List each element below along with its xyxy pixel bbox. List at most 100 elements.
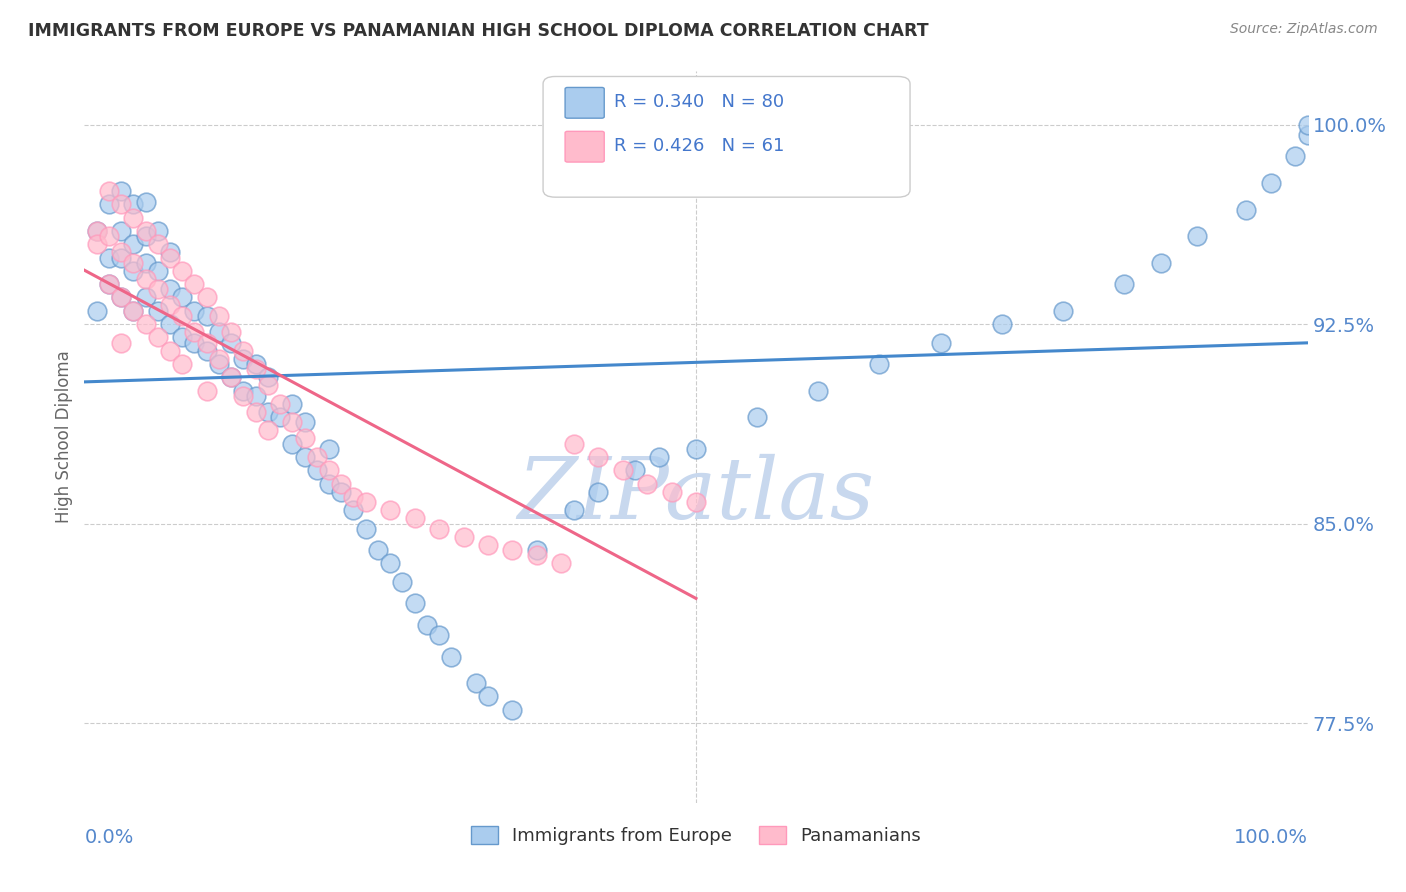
Point xyxy=(427,522,450,536)
Point xyxy=(232,343,254,358)
Point xyxy=(110,290,132,304)
Point xyxy=(281,436,304,450)
Text: 0.0%: 0.0% xyxy=(84,828,134,847)
Point xyxy=(1260,176,1282,190)
Point xyxy=(110,290,132,304)
Point xyxy=(305,463,328,477)
Point xyxy=(122,256,145,270)
Point xyxy=(195,290,218,304)
Point xyxy=(685,442,707,456)
Point xyxy=(122,264,145,278)
Point xyxy=(97,251,120,265)
Point xyxy=(159,298,181,312)
Point xyxy=(354,522,377,536)
Point xyxy=(1296,128,1319,143)
Point xyxy=(135,290,157,304)
Point xyxy=(122,197,145,211)
Point xyxy=(195,335,218,350)
Point xyxy=(159,343,181,358)
Point xyxy=(305,450,328,464)
Point xyxy=(416,617,439,632)
Text: ZIPatlas: ZIPatlas xyxy=(517,454,875,537)
Point xyxy=(342,503,364,517)
Point xyxy=(232,351,254,366)
Point xyxy=(648,450,671,464)
Point xyxy=(146,330,169,344)
Point xyxy=(550,557,572,571)
Point xyxy=(208,309,231,323)
Point xyxy=(110,224,132,238)
Point xyxy=(477,690,499,704)
Point xyxy=(269,410,291,425)
Point xyxy=(110,197,132,211)
Point xyxy=(318,476,340,491)
Point xyxy=(97,277,120,292)
Point xyxy=(318,463,340,477)
Point xyxy=(245,357,267,371)
Point xyxy=(135,229,157,244)
Point xyxy=(159,283,181,297)
Point xyxy=(991,317,1014,331)
Point xyxy=(232,389,254,403)
Point xyxy=(257,370,280,384)
Point xyxy=(172,330,194,344)
Point xyxy=(685,495,707,509)
Text: R = 0.340   N = 80: R = 0.340 N = 80 xyxy=(614,94,785,112)
Point xyxy=(257,378,280,392)
Point xyxy=(183,303,205,318)
Point xyxy=(245,389,267,403)
Point xyxy=(294,431,316,445)
Legend: Immigrants from Europe, Panamanians: Immigrants from Europe, Panamanians xyxy=(464,819,928,852)
Point xyxy=(86,224,108,238)
Point xyxy=(562,436,585,450)
Point xyxy=(86,224,108,238)
Point xyxy=(354,495,377,509)
Point xyxy=(135,256,157,270)
Point xyxy=(135,224,157,238)
Point xyxy=(269,397,291,411)
Point xyxy=(172,309,194,323)
Point xyxy=(1187,229,1209,244)
Point xyxy=(110,184,132,198)
Point xyxy=(135,194,157,209)
Point xyxy=(172,357,194,371)
Point xyxy=(195,309,218,323)
Point xyxy=(183,277,205,292)
Point xyxy=(122,237,145,252)
Point xyxy=(586,484,609,499)
Point xyxy=(440,649,463,664)
Point xyxy=(526,543,548,558)
Point xyxy=(1236,202,1258,217)
Point xyxy=(807,384,830,398)
Point xyxy=(330,476,353,491)
Point xyxy=(159,245,181,260)
Point xyxy=(245,362,267,376)
Point xyxy=(477,538,499,552)
Point xyxy=(1150,256,1173,270)
Point xyxy=(97,229,120,244)
Point xyxy=(195,343,218,358)
Point xyxy=(122,303,145,318)
Point xyxy=(612,463,634,477)
Point xyxy=(1296,118,1319,132)
Point xyxy=(526,549,548,563)
Point xyxy=(464,676,486,690)
Point xyxy=(219,370,242,384)
Point xyxy=(318,442,340,456)
Point xyxy=(219,335,242,350)
Text: R = 0.426   N = 61: R = 0.426 N = 61 xyxy=(614,137,785,155)
Point xyxy=(232,384,254,398)
Point xyxy=(97,197,120,211)
Point xyxy=(294,450,316,464)
Point xyxy=(636,476,658,491)
Point xyxy=(86,237,108,252)
Point xyxy=(146,303,169,318)
Point xyxy=(172,290,194,304)
Point xyxy=(208,351,231,366)
Point xyxy=(929,335,952,350)
Text: 100.0%: 100.0% xyxy=(1233,828,1308,847)
Point xyxy=(245,405,267,419)
Point xyxy=(404,511,426,525)
Point xyxy=(146,283,169,297)
FancyBboxPatch shape xyxy=(565,131,605,162)
